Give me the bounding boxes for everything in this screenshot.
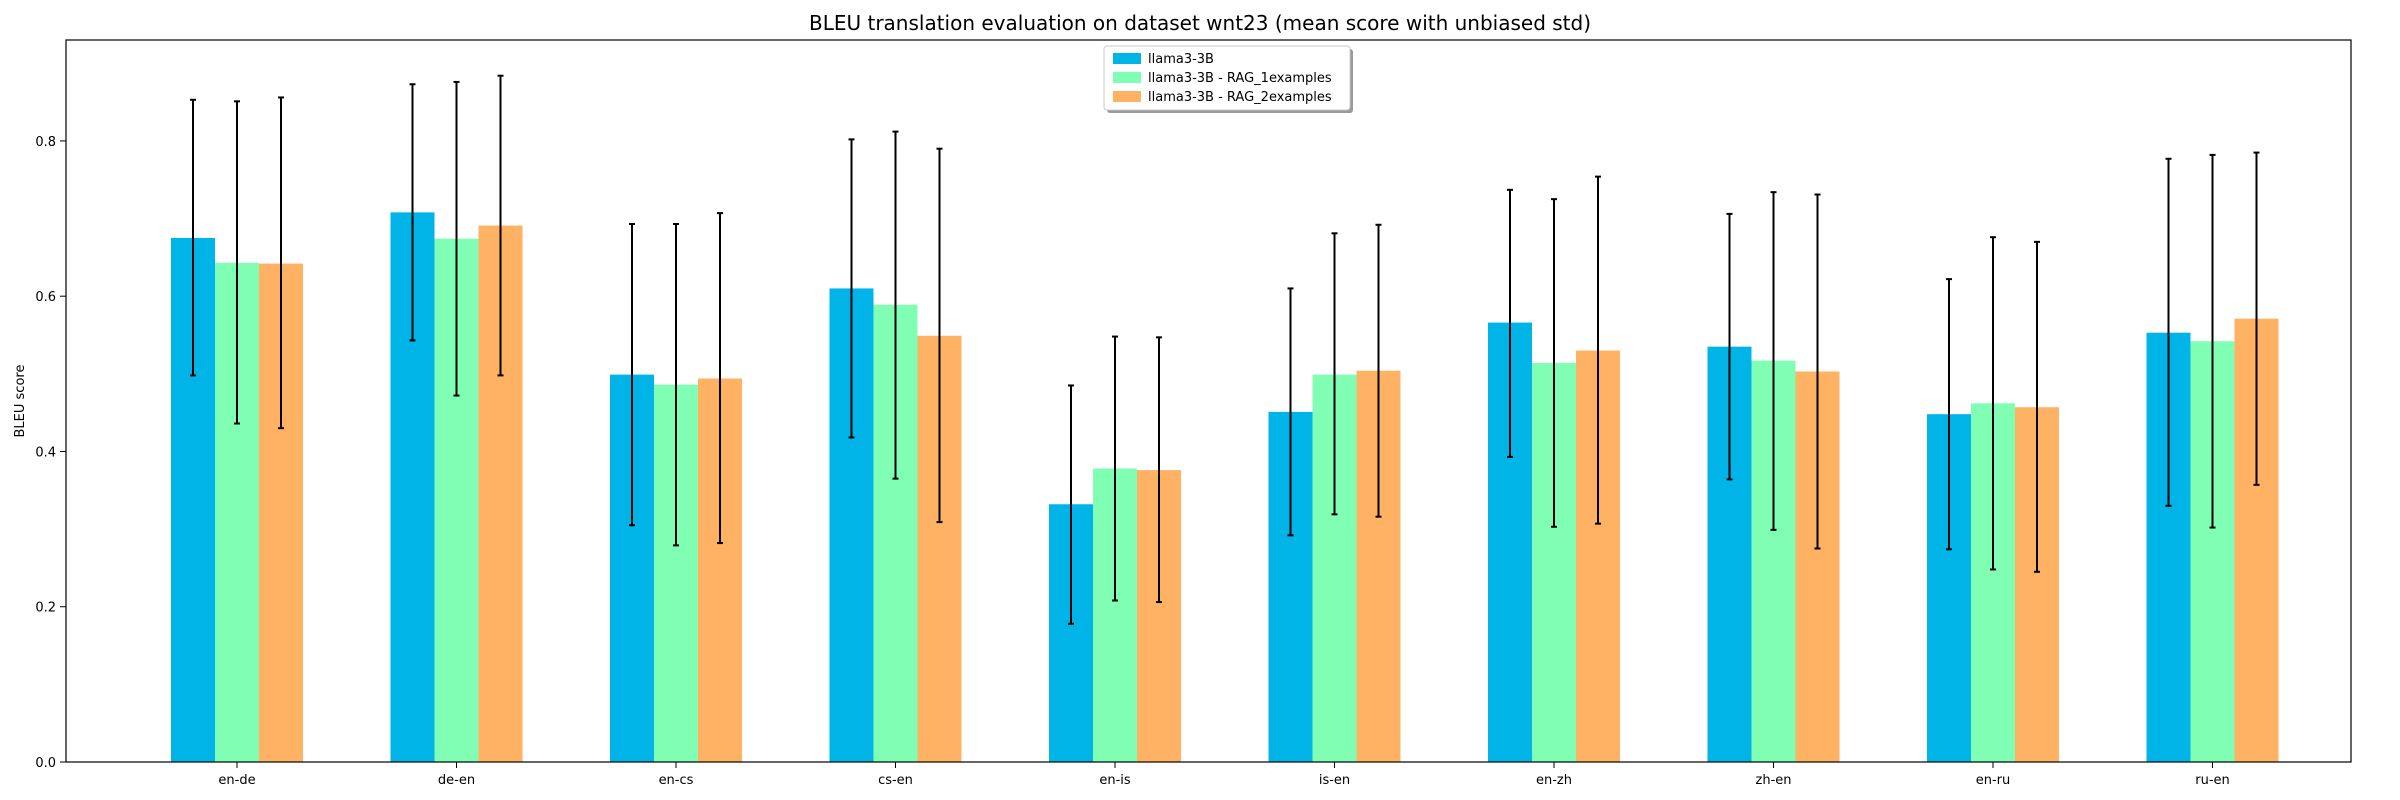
x-tick-label: en-de xyxy=(218,773,255,788)
y-tick-label: 0.2 xyxy=(35,601,56,616)
x-tick-label: en-ru xyxy=(1976,773,2011,788)
x-tick-label: en-is xyxy=(1099,773,1131,788)
legend-swatch xyxy=(1113,72,1141,83)
x-tick-label: ru-en xyxy=(2195,773,2230,788)
x-tick-label: en-zh xyxy=(1536,773,1572,788)
legend-box xyxy=(1103,45,1351,111)
legend-swatch xyxy=(1113,91,1141,102)
y-tick-label: 0.0 xyxy=(35,756,56,771)
x-tick-label: is-en xyxy=(1319,773,1350,788)
legend-label: llama3-3B xyxy=(1148,52,1214,67)
legend: llama3-3B llama3-3B - RAG_1examples llama3… xyxy=(1103,45,1353,113)
chart-title: BLEU translation evaluation on dataset w… xyxy=(809,11,1591,35)
x-tick-label: cs-en xyxy=(878,773,913,788)
y-tick-label: 0.8 xyxy=(35,135,56,150)
plot-frame xyxy=(65,39,2352,763)
x-tick-label: de-en xyxy=(438,773,475,788)
x-tick-label: zh-en xyxy=(1756,773,1792,788)
bars-layer xyxy=(171,212,2279,762)
error-bars-layer xyxy=(190,74,2260,625)
x-axis: en-de de-en en-cs cs-en en-is is-en en-zh zh-en… xyxy=(218,762,2230,788)
y-tick-label: 0.4 xyxy=(35,445,56,460)
x-tick-label: en-cs xyxy=(659,773,694,788)
legend-label: llama3-3B - RAG_1examples xyxy=(1148,71,1332,86)
y-tick-label: 0.6 xyxy=(35,290,56,305)
legend-label: llama3-3B - RAG_2examples xyxy=(1148,90,1332,105)
y-axis-label: BLEU score xyxy=(13,365,28,438)
y-axis: 0.0 0.2 0.4 0.6 0.8 xyxy=(35,135,66,771)
legend-swatch xyxy=(1113,53,1141,64)
